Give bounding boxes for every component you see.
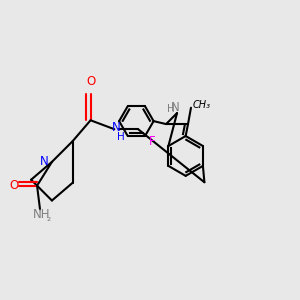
Text: NH: NH: [33, 208, 50, 221]
Text: N: N: [171, 101, 180, 114]
Text: CH₃: CH₃: [193, 100, 211, 110]
Text: O: O: [86, 75, 95, 88]
Text: N: N: [40, 155, 49, 168]
Text: ₂: ₂: [46, 213, 50, 224]
Text: O: O: [9, 179, 19, 192]
Text: H: H: [167, 103, 174, 114]
Text: H: H: [117, 132, 125, 142]
Text: F: F: [148, 136, 155, 148]
Text: N: N: [111, 121, 120, 134]
